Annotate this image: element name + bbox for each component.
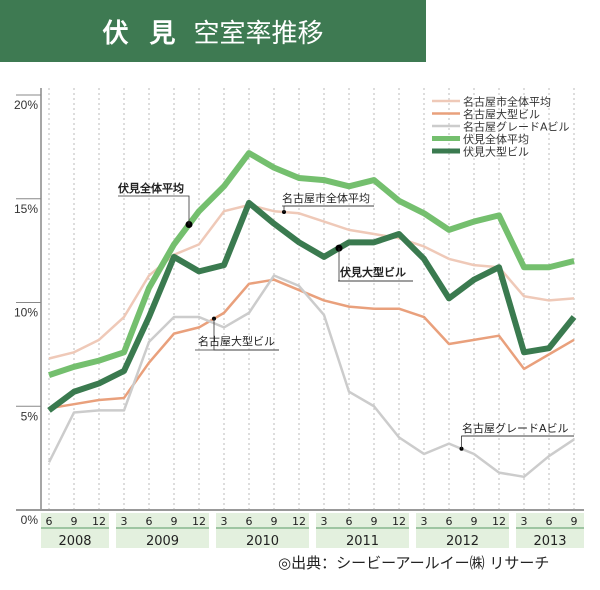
y-tick-label: 0% xyxy=(21,513,39,527)
x-tick-label: 9 xyxy=(271,515,278,528)
y-tick-label: 15% xyxy=(14,202,38,216)
legend-label: 伏見全体平均 xyxy=(463,132,529,146)
x-tick-label: 3 xyxy=(321,515,328,528)
annotation-leader xyxy=(461,435,574,449)
annotation-label: 名古屋グレードAビル xyxy=(462,421,569,435)
x-tick-label: 3 xyxy=(121,515,128,528)
series-line-1 xyxy=(48,278,575,410)
annotation-leader xyxy=(188,195,190,225)
year-band xyxy=(216,513,309,548)
x-tick-label: 6 xyxy=(446,515,453,528)
x-tick-label: 9 xyxy=(171,515,178,528)
x-tick-label: 12 xyxy=(492,515,506,528)
series-line-4 xyxy=(47,199,577,413)
year-label: 2013 xyxy=(533,534,566,549)
x-tick-label: 6 xyxy=(546,515,553,528)
year-label: 2011 xyxy=(346,534,379,549)
x-tick-label: 6 xyxy=(146,515,153,528)
x-tick-label: 12 xyxy=(292,515,306,528)
series-line-3 xyxy=(48,150,575,378)
x-tick-label: 6 xyxy=(46,515,53,528)
x-tick-label: 3 xyxy=(421,515,428,528)
x-tick-label: 3 xyxy=(221,515,228,528)
legend-label: 名古屋大型ビル xyxy=(463,107,540,121)
y-tick-label: 5% xyxy=(21,409,39,423)
annotation-label: 名古屋大型ビル xyxy=(198,334,275,348)
x-tick-label: 9 xyxy=(571,515,578,528)
year-label: 2008 xyxy=(58,534,91,549)
year-label: 2012 xyxy=(446,534,479,549)
year-band xyxy=(41,513,109,548)
year-label: 2009 xyxy=(146,534,179,549)
legend-label: 名古屋グレードAビル xyxy=(463,120,570,134)
series-line-0 xyxy=(48,203,575,360)
year-band xyxy=(316,513,409,548)
annotation-leader xyxy=(283,205,374,213)
chart-title: 伏 見 空室率推移 xyxy=(0,0,426,62)
x-tick-label: 12 xyxy=(92,515,106,528)
year-label: 2010 xyxy=(246,534,279,549)
x-tick-label: 9 xyxy=(471,515,478,528)
legend-label: 名古屋市全体平均 xyxy=(463,95,551,109)
x-tick-label: 3 xyxy=(521,515,528,528)
year-band xyxy=(116,513,209,548)
source-note: ◎出典：シービーアールイー㈱ リサーチ xyxy=(278,554,550,572)
annotation-label: 伏見大型ビル xyxy=(340,265,406,279)
x-tick-label: 12 xyxy=(392,515,406,528)
y-tick-label: 10% xyxy=(14,306,38,320)
y-tick-label: 20% xyxy=(14,98,38,112)
x-tick-label: 6 xyxy=(346,515,353,528)
x-tick-label: 12 xyxy=(192,515,206,528)
year-band xyxy=(416,513,509,548)
year-band xyxy=(516,513,584,548)
title-subject: 空室率推移 xyxy=(193,18,324,49)
annotation-label: 伏見全体平均 xyxy=(118,181,184,195)
x-tick-label: 6 xyxy=(246,515,253,528)
title-place: 伏 見 xyxy=(102,18,182,49)
x-tick-label: 9 xyxy=(371,515,378,528)
legend-label: 伏見大型ビル xyxy=(463,145,529,159)
x-tick-label: 9 xyxy=(71,515,78,528)
annotation-label: 名古屋市全体平均 xyxy=(282,191,370,205)
series-line-2 xyxy=(47,274,575,479)
